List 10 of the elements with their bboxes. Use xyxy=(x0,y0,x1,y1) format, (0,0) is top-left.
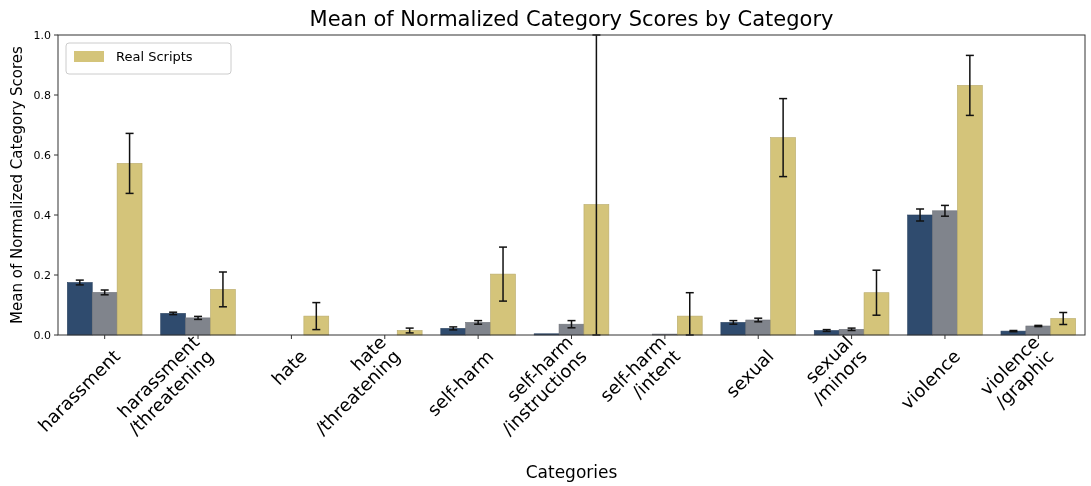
y-tick-label: 0.6 xyxy=(33,148,51,162)
x-axis-title: Categories xyxy=(525,462,618,482)
y-tick-label: 0.2 xyxy=(33,268,51,282)
legend-label: Real Scripts xyxy=(116,49,193,64)
y-tick-label: 0.4 xyxy=(33,208,51,222)
chart-title: Mean of Normalized Category Scores by Category xyxy=(309,7,834,31)
y-axis-title: Mean of Normalized Category Scores xyxy=(8,45,26,324)
y-tick-label: 0.0 xyxy=(33,328,51,342)
y-tick-label: 1.0 xyxy=(33,28,51,42)
y-tick-label: 0.8 xyxy=(33,88,51,102)
